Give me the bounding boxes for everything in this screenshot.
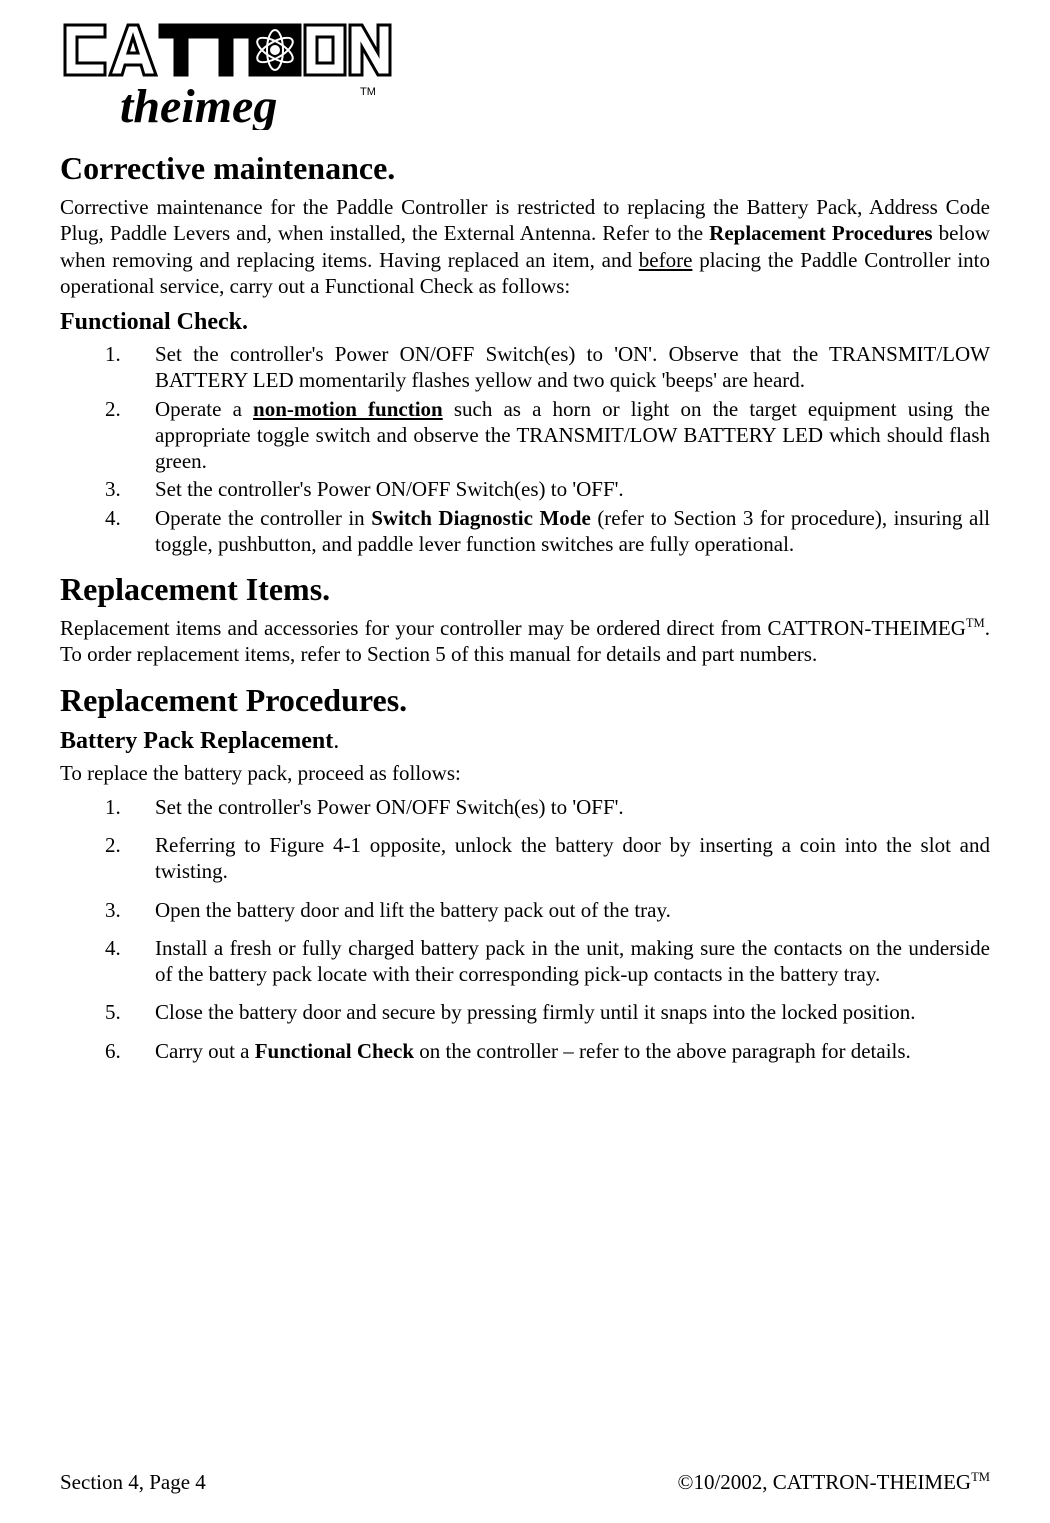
step-text: Set the controller's Power ON/OFF Switch… bbox=[155, 476, 990, 502]
text: Operate a bbox=[155, 397, 253, 421]
step-text: Set the controller's Power ON/OFF Switch… bbox=[155, 341, 990, 394]
functional-check-steps: 1. Set the controller's Power ON/OFF Swi… bbox=[60, 341, 990, 557]
company-logo: theimeg TM bbox=[60, 20, 990, 130]
svg-text:theimeg: theimeg bbox=[120, 80, 277, 130]
text-bold: Switch Diagnostic Mode bbox=[371, 506, 591, 530]
text: on the controller – refer to the above p… bbox=[414, 1039, 911, 1063]
step-number: 3. bbox=[60, 476, 155, 502]
text-underline: before bbox=[639, 248, 693, 272]
list-item: 4. Operate the controller in Switch Diag… bbox=[60, 505, 990, 558]
step-text: Carry out a Functional Check on the cont… bbox=[155, 1038, 990, 1064]
step-text: Close the battery door and secure by pre… bbox=[155, 999, 990, 1025]
para-corrective: Corrective maintenance for the Paddle Co… bbox=[60, 194, 990, 299]
step-number: 4. bbox=[60, 505, 155, 558]
text-bold: Replacement Procedures bbox=[709, 221, 932, 245]
para-battery-intro: To replace the battery pack, proceed as … bbox=[60, 760, 990, 786]
text-bold-underline: non-motion function bbox=[253, 397, 443, 421]
text: ©10/2002, CATTRON-THEIMEG bbox=[678, 1470, 972, 1494]
step-text: Install a fresh or fully charged battery… bbox=[155, 935, 990, 988]
step-number: 4. bbox=[60, 935, 155, 988]
list-item: 1. Set the controller's Power ON/OFF Swi… bbox=[60, 341, 990, 394]
step-number: 2. bbox=[60, 396, 155, 475]
page-footer: Section 4, Page 4 ©10/2002, CATTRON-THEI… bbox=[60, 1469, 990, 1495]
list-item: 3. Open the battery door and lift the ba… bbox=[60, 897, 990, 923]
text: Replacement items and accessories for yo… bbox=[60, 616, 966, 640]
svg-text:TM: TM bbox=[360, 86, 376, 98]
trademark: TM bbox=[966, 616, 985, 630]
footer-right: ©10/2002, CATTRON-THEIMEGTM bbox=[678, 1469, 991, 1495]
list-item: 2. Referring to Figure 4-1 opposite, unl… bbox=[60, 832, 990, 885]
heading-replacement-items: Replacement Items. bbox=[60, 569, 990, 609]
step-text: Operate the controller in Switch Diagnos… bbox=[155, 505, 990, 558]
step-number: 3. bbox=[60, 897, 155, 923]
step-number: 6. bbox=[60, 1038, 155, 1064]
list-item: 6. Carry out a Functional Check on the c… bbox=[60, 1038, 990, 1064]
list-item: 1. Set the controller's Power ON/OFF Swi… bbox=[60, 794, 990, 820]
step-text: Set the controller's Power ON/OFF Switch… bbox=[155, 794, 990, 820]
document-page: theimeg TM Corrective maintenance. Corre… bbox=[0, 0, 1050, 1523]
step-number: 1. bbox=[60, 794, 155, 820]
battery-steps: 1. Set the controller's Power ON/OFF Swi… bbox=[60, 794, 990, 1064]
text-bold: Functional Check bbox=[255, 1039, 414, 1063]
step-number: 5. bbox=[60, 999, 155, 1025]
list-item: 5. Close the battery door and secure by … bbox=[60, 999, 990, 1025]
heading-replacement-procedures: Replacement Procedures. bbox=[60, 680, 990, 720]
list-item: 4. Install a fresh or fully charged batt… bbox=[60, 935, 990, 988]
list-item: 2. Operate a non-motion function such as… bbox=[60, 396, 990, 475]
trademark: TM bbox=[971, 1470, 990, 1484]
text-bold: Battery Pack Replacement bbox=[60, 728, 333, 754]
step-text: Referring to Figure 4-1 opposite, unlock… bbox=[155, 832, 990, 885]
step-number: 1. bbox=[60, 341, 155, 394]
text: Carry out a bbox=[155, 1039, 255, 1063]
heading-functional-check: Functional Check. bbox=[60, 307, 990, 337]
step-text: Open the battery door and lift the batte… bbox=[155, 897, 990, 923]
step-number: 2. bbox=[60, 832, 155, 885]
text: . bbox=[333, 728, 339, 754]
step-text: Operate a non-motion function such as a … bbox=[155, 396, 990, 475]
heading-battery-replacement: Battery Pack Replacement. bbox=[60, 726, 990, 756]
footer-left: Section 4, Page 4 bbox=[60, 1469, 206, 1495]
para-replacement-items: Replacement items and accessories for yo… bbox=[60, 615, 990, 668]
text: Operate the controller in bbox=[155, 506, 371, 530]
list-item: 3. Set the controller's Power ON/OFF Swi… bbox=[60, 476, 990, 502]
heading-corrective-maintenance: Corrective maintenance. bbox=[60, 148, 990, 188]
